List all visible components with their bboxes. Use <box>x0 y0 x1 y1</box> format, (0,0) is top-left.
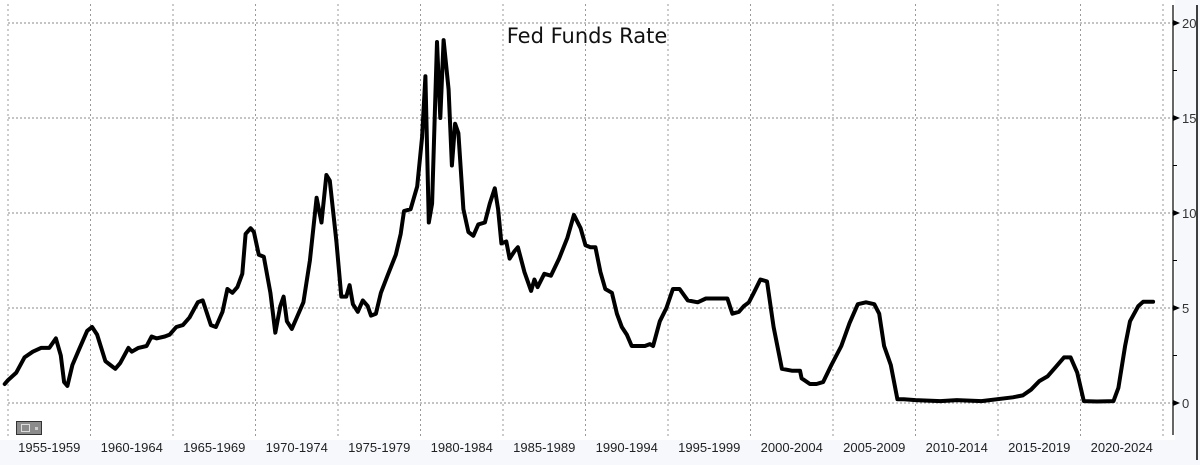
x-axis-labels: 1955-1959 1960-1964 1965-1969 1970-1974 1975… <box>18 440 1153 455</box>
chart-icon <box>21 424 30 432</box>
x-tick-label: 1985-1989 <box>513 440 575 455</box>
y-tick-marker <box>1173 115 1180 121</box>
x-tick-label: 1970-1974 <box>266 440 328 455</box>
chart-title: Fed Funds Rate <box>507 24 668 48</box>
series-line-fed-funds <box>2 38 1156 404</box>
y-tick-label: 10 <box>1182 206 1196 221</box>
x-tick-label: 1980-1984 <box>431 440 493 455</box>
y-tick-label: 20 <box>1182 16 1196 31</box>
chart-type-button[interactable] <box>16 421 42 435</box>
y-tick-marker <box>1173 305 1180 311</box>
y-tick-marker <box>1173 210 1180 216</box>
grid <box>7 4 1173 437</box>
y-tick-marker <box>1173 20 1180 26</box>
x-tick-label: 2010-2014 <box>926 440 988 455</box>
y-axis: 0 5 10 15 20 <box>1172 5 1196 435</box>
x-tick-label: 1955-1959 <box>18 440 80 455</box>
x-tick-label: 1990-1994 <box>596 440 658 455</box>
y-tick-label: 15 <box>1182 111 1196 126</box>
x-tick-label: 2020-2024 <box>1091 440 1153 455</box>
y-tick-label: 0 <box>1182 396 1189 411</box>
x-tick-label: 2005-2009 <box>843 440 905 455</box>
x-tick-label: 2000-2004 <box>761 440 823 455</box>
x-tick-label: 1995-1999 <box>678 440 740 455</box>
y-tick-label: 5 <box>1182 301 1189 316</box>
x-tick-label: 1965-1969 <box>183 440 245 455</box>
dropdown-icon <box>35 427 38 430</box>
y-tick-marker <box>1173 400 1180 406</box>
x-tick-label: 1960-1964 <box>101 440 163 455</box>
plot-area <box>0 0 1175 440</box>
x-tick-label: 2015-2019 <box>1008 440 1070 455</box>
x-tick-label: 1975-1979 <box>348 440 410 455</box>
